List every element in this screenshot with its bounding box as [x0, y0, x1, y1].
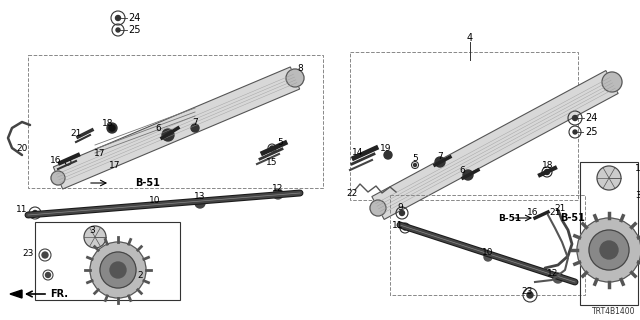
- Circle shape: [413, 164, 417, 166]
- Text: 23: 23: [522, 287, 532, 297]
- Circle shape: [33, 211, 38, 215]
- Circle shape: [602, 72, 622, 92]
- Polygon shape: [372, 70, 618, 220]
- Text: 19: 19: [380, 143, 392, 153]
- Text: 17: 17: [94, 148, 106, 157]
- Circle shape: [116, 28, 120, 32]
- Bar: [390, 195, 585, 295]
- Text: TRT4B1400: TRT4B1400: [591, 308, 635, 316]
- Circle shape: [399, 211, 404, 215]
- Polygon shape: [53, 67, 300, 189]
- Text: 16: 16: [527, 207, 539, 217]
- Text: 24: 24: [585, 113, 597, 123]
- Circle shape: [463, 170, 473, 180]
- Text: 3: 3: [89, 226, 95, 235]
- Text: 13: 13: [195, 191, 205, 201]
- Text: 16: 16: [51, 156, 61, 164]
- Text: 6: 6: [459, 165, 465, 174]
- Circle shape: [109, 125, 115, 131]
- Text: 8: 8: [297, 63, 303, 73]
- Text: 18: 18: [102, 118, 114, 127]
- Circle shape: [597, 166, 621, 190]
- Circle shape: [42, 252, 48, 258]
- Bar: [580, 162, 638, 305]
- Circle shape: [84, 226, 106, 248]
- Circle shape: [162, 129, 174, 141]
- Circle shape: [527, 292, 533, 298]
- Text: 5: 5: [277, 138, 283, 147]
- Text: 5: 5: [412, 154, 418, 163]
- Circle shape: [51, 171, 65, 185]
- Text: 10: 10: [149, 196, 161, 204]
- Bar: [28, 55, 323, 188]
- Circle shape: [484, 253, 492, 261]
- Text: 6: 6: [155, 124, 161, 132]
- Circle shape: [107, 123, 117, 133]
- Text: 25: 25: [585, 127, 598, 137]
- Text: 22: 22: [346, 188, 358, 197]
- Text: 21: 21: [70, 129, 82, 138]
- Text: 18: 18: [542, 161, 554, 170]
- Text: 17: 17: [109, 161, 121, 170]
- Circle shape: [553, 273, 563, 283]
- Text: 23: 23: [22, 249, 34, 258]
- Text: 11: 11: [16, 204, 28, 213]
- Text: B-51: B-51: [135, 178, 160, 188]
- Circle shape: [90, 242, 146, 298]
- Circle shape: [403, 226, 407, 230]
- Bar: [35, 222, 180, 300]
- Circle shape: [273, 189, 283, 199]
- Text: 10: 10: [483, 247, 493, 257]
- Polygon shape: [10, 290, 22, 298]
- Circle shape: [110, 262, 126, 278]
- Circle shape: [545, 170, 550, 174]
- Text: 7: 7: [437, 151, 443, 161]
- Circle shape: [573, 130, 577, 134]
- Circle shape: [100, 252, 136, 288]
- Circle shape: [600, 241, 618, 259]
- Circle shape: [384, 151, 392, 159]
- Circle shape: [435, 157, 445, 167]
- Text: 25: 25: [128, 25, 141, 35]
- Circle shape: [191, 124, 199, 132]
- Circle shape: [286, 69, 304, 87]
- Circle shape: [270, 146, 274, 150]
- Text: 20: 20: [16, 143, 28, 153]
- Circle shape: [195, 198, 205, 208]
- Circle shape: [573, 116, 577, 121]
- Text: 15: 15: [266, 157, 278, 166]
- Text: 7: 7: [192, 117, 198, 126]
- Text: B-51: B-51: [499, 213, 522, 222]
- Circle shape: [370, 200, 386, 216]
- Circle shape: [589, 230, 629, 270]
- Text: 11: 11: [392, 220, 404, 229]
- Text: 2: 2: [137, 270, 143, 279]
- Circle shape: [115, 15, 120, 20]
- Circle shape: [577, 218, 640, 282]
- Text: 24: 24: [128, 13, 140, 23]
- Text: 21: 21: [549, 207, 561, 217]
- Text: B-51: B-51: [560, 213, 585, 223]
- Text: 12: 12: [547, 269, 559, 278]
- Text: 1: 1: [635, 164, 640, 172]
- Text: 12: 12: [272, 183, 284, 193]
- Text: FR.: FR.: [50, 289, 68, 299]
- Text: 14: 14: [352, 148, 364, 156]
- Bar: [350, 52, 578, 200]
- Circle shape: [45, 273, 51, 277]
- Text: 4: 4: [467, 33, 473, 43]
- Text: 9: 9: [397, 203, 403, 212]
- Text: 21: 21: [554, 204, 566, 212]
- Text: 3: 3: [635, 190, 640, 199]
